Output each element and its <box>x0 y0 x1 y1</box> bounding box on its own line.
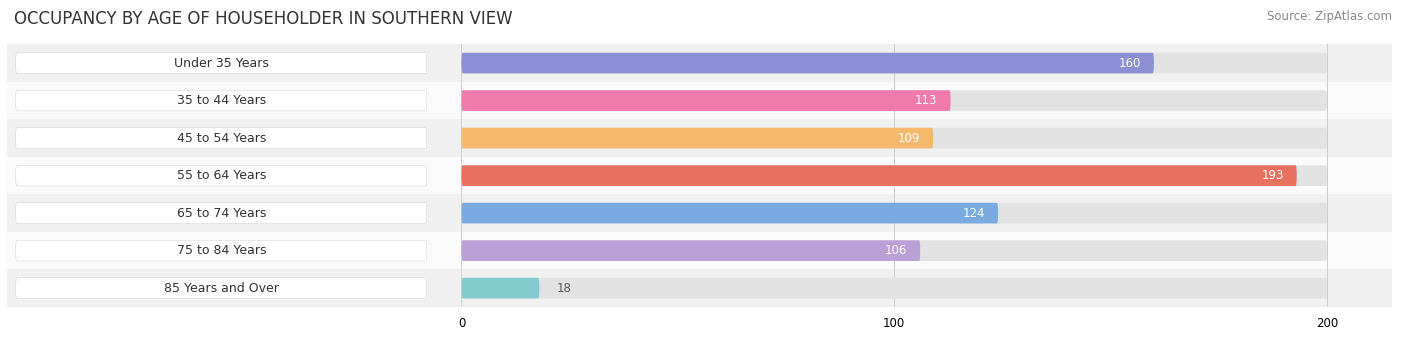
FancyBboxPatch shape <box>15 278 427 298</box>
FancyBboxPatch shape <box>461 240 920 261</box>
Text: Source: ZipAtlas.com: Source: ZipAtlas.com <box>1267 10 1392 23</box>
Text: 75 to 84 Years: 75 to 84 Years <box>177 244 266 257</box>
Bar <box>7 44 1392 82</box>
FancyBboxPatch shape <box>461 90 1327 111</box>
FancyBboxPatch shape <box>15 240 427 261</box>
Text: 106: 106 <box>884 244 907 257</box>
FancyBboxPatch shape <box>15 128 427 148</box>
Text: 109: 109 <box>898 132 920 145</box>
FancyBboxPatch shape <box>461 128 1327 148</box>
Text: 124: 124 <box>963 207 986 220</box>
FancyBboxPatch shape <box>15 203 427 223</box>
FancyBboxPatch shape <box>461 165 1296 186</box>
Text: 45 to 54 Years: 45 to 54 Years <box>177 132 266 145</box>
Bar <box>7 157 1392 194</box>
FancyBboxPatch shape <box>461 278 540 298</box>
FancyBboxPatch shape <box>461 53 1327 73</box>
Text: OCCUPANCY BY AGE OF HOUSEHOLDER IN SOUTHERN VIEW: OCCUPANCY BY AGE OF HOUSEHOLDER IN SOUTH… <box>14 10 513 28</box>
FancyBboxPatch shape <box>461 165 1327 186</box>
FancyBboxPatch shape <box>15 90 427 111</box>
FancyBboxPatch shape <box>15 53 427 73</box>
Text: 55 to 64 Years: 55 to 64 Years <box>177 169 266 182</box>
Bar <box>7 194 1392 232</box>
FancyBboxPatch shape <box>461 203 998 223</box>
Bar <box>7 232 1392 269</box>
Bar <box>7 82 1392 119</box>
Text: 113: 113 <box>915 94 938 107</box>
Text: 65 to 74 Years: 65 to 74 Years <box>177 207 266 220</box>
Text: 160: 160 <box>1119 57 1140 70</box>
Text: 193: 193 <box>1261 169 1284 182</box>
FancyBboxPatch shape <box>461 53 1154 73</box>
Text: 35 to 44 Years: 35 to 44 Years <box>177 94 266 107</box>
Text: 85 Years and Over: 85 Years and Over <box>165 282 278 295</box>
FancyBboxPatch shape <box>461 203 1327 223</box>
FancyBboxPatch shape <box>461 90 950 111</box>
Bar <box>7 119 1392 157</box>
FancyBboxPatch shape <box>461 240 1327 261</box>
Text: 18: 18 <box>557 282 572 295</box>
Bar <box>7 269 1392 307</box>
FancyBboxPatch shape <box>15 165 427 186</box>
FancyBboxPatch shape <box>461 278 1327 298</box>
FancyBboxPatch shape <box>461 128 934 148</box>
Text: Under 35 Years: Under 35 Years <box>174 57 269 70</box>
